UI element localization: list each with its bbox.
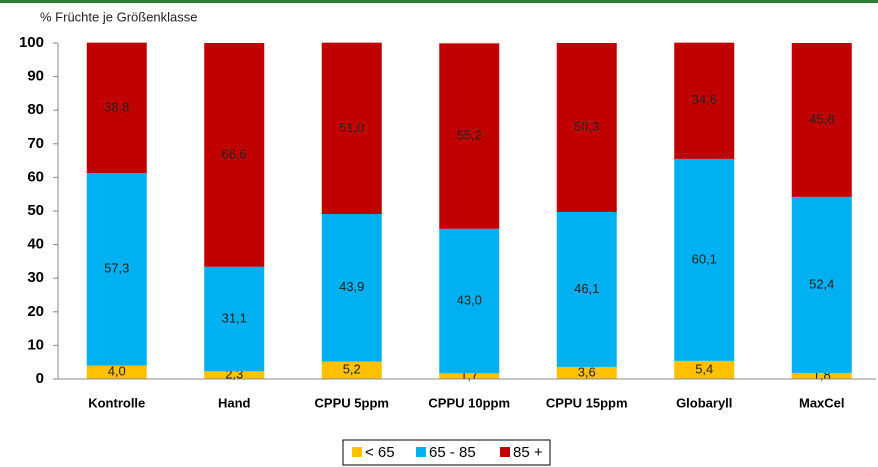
x-tick-label: Globaryll [676, 395, 732, 410]
x-tick-label: CPPU 15ppm [546, 395, 628, 410]
x-tick-label: CPPU 10ppm [428, 395, 510, 410]
data-label: 60,1 [692, 251, 717, 266]
y-axis-title: % Früchte je Größenklasse [40, 9, 198, 24]
y-tick-label: 50 [27, 202, 44, 219]
x-tick-label: CPPU 5ppm [315, 395, 389, 410]
y-tick-label: 80 [27, 101, 44, 118]
y-tick-label: 100 [19, 34, 44, 51]
y-tick-label: 60 [27, 168, 44, 185]
data-label: 51,0 [339, 120, 364, 135]
legend-swatch [352, 447, 362, 457]
legend-swatch [500, 447, 510, 457]
data-label: 55,2 [457, 128, 482, 143]
x-tick-label: MaxCel [799, 395, 845, 410]
legend-label: 85 + [513, 444, 543, 461]
chart: % Früchte je Größenklasse 0 10 20 30 40 50 60 7… [0, 0, 878, 467]
top-border [0, 0, 878, 3]
data-label: 5,4 [695, 361, 713, 376]
data-label: 4,0 [108, 364, 126, 379]
data-label: 52,4 [809, 276, 834, 291]
data-label: 57,3 [104, 261, 129, 276]
data-label: 43,0 [457, 292, 482, 307]
y-tick-label: 90 [27, 68, 44, 85]
legend-label: 65 - 85 [429, 444, 476, 461]
legend-label: < 65 [365, 444, 395, 461]
data-label: 45,8 [809, 111, 834, 126]
data-label: 66,6 [222, 146, 247, 161]
data-label: 31,1 [222, 310, 247, 325]
y-tick-label: 40 [27, 236, 44, 253]
y-tick-label: 20 [27, 303, 44, 320]
data-label: 34,6 [692, 92, 717, 107]
x-tick-label: Hand [218, 395, 251, 410]
y-tick-label: 30 [27, 269, 44, 286]
x-tick-label: Kontrolle [88, 395, 145, 410]
data-label: 38,8 [104, 99, 129, 114]
data-label: 46,1 [574, 281, 599, 296]
y-tick-label: 0 [36, 370, 44, 387]
legend-swatch [416, 447, 426, 457]
data-label: 50,3 [574, 119, 599, 134]
data-label: 5,2 [343, 362, 361, 377]
y-tick-label: 70 [27, 135, 44, 152]
data-label: 43,9 [339, 279, 364, 294]
y-tick-label: 10 [27, 336, 44, 353]
